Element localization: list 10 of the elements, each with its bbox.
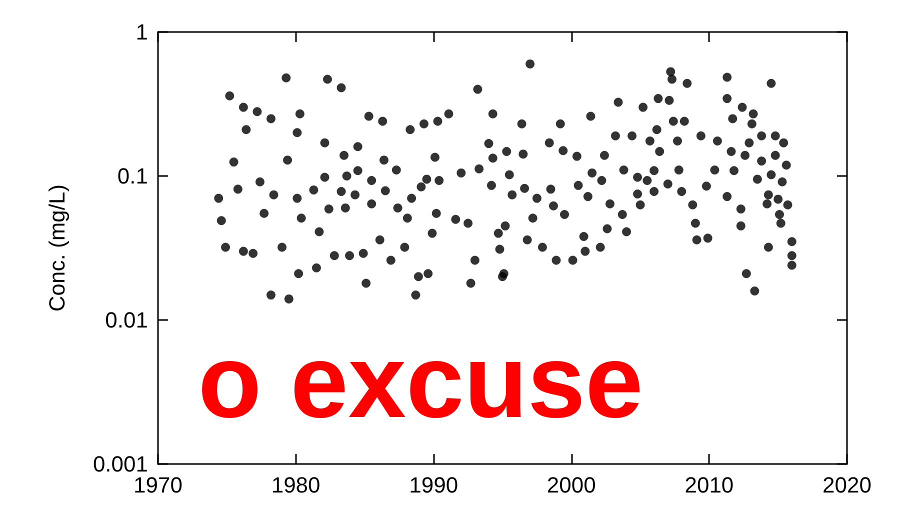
x-tick-label: 1980	[271, 472, 320, 498]
y-axis-title: Conc. (mg/L)	[44, 184, 70, 312]
x-tick-label: 2010	[684, 472, 734, 498]
y-tick-label: 0.01	[105, 308, 148, 332]
x-tick-label: 1990	[409, 472, 458, 498]
annotation: o excuse	[198, 324, 644, 440]
x-tick-label: 2020	[822, 472, 872, 498]
y-tick-label: 1	[136, 20, 148, 44]
x-tick-label: 2000	[546, 472, 596, 498]
y-tick-label: 0.1	[117, 164, 148, 188]
